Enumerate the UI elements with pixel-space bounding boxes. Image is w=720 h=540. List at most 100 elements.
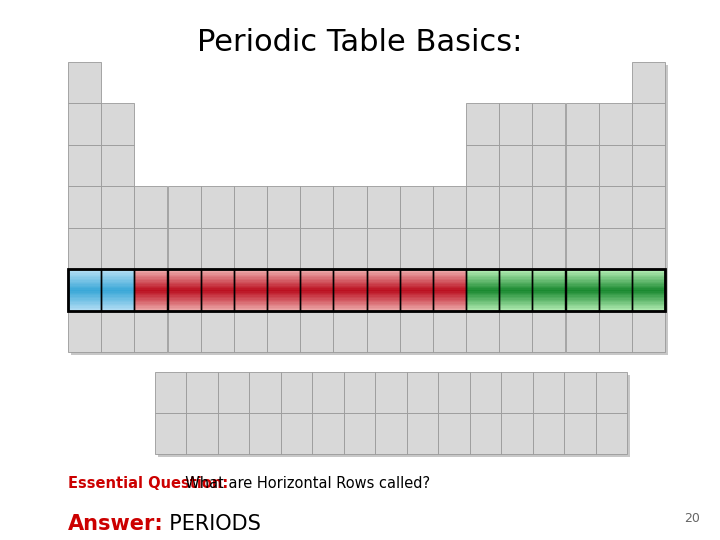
Bar bbox=[532, 272, 565, 273]
Bar bbox=[333, 278, 366, 279]
Bar bbox=[532, 309, 565, 310]
Bar bbox=[632, 293, 665, 294]
Bar bbox=[267, 278, 300, 279]
Bar bbox=[466, 269, 499, 310]
Bar bbox=[366, 294, 400, 295]
Bar bbox=[102, 275, 135, 276]
Bar bbox=[267, 271, 300, 272]
Bar bbox=[499, 285, 532, 286]
Bar bbox=[234, 287, 267, 288]
Bar bbox=[201, 294, 234, 295]
Bar bbox=[466, 306, 499, 308]
Bar bbox=[68, 302, 102, 303]
Bar bbox=[234, 291, 267, 293]
Bar bbox=[333, 302, 366, 303]
Bar bbox=[68, 290, 102, 291]
Bar bbox=[234, 283, 267, 285]
Bar bbox=[68, 276, 102, 278]
Bar bbox=[333, 186, 366, 228]
Bar bbox=[249, 372, 281, 413]
Bar bbox=[102, 286, 135, 287]
Bar bbox=[499, 293, 532, 294]
Bar bbox=[532, 294, 565, 295]
Bar bbox=[375, 372, 407, 413]
Bar bbox=[68, 310, 102, 352]
Bar bbox=[565, 273, 598, 275]
Bar bbox=[312, 413, 344, 454]
Bar bbox=[632, 288, 665, 290]
Bar bbox=[234, 301, 267, 302]
Bar bbox=[201, 305, 234, 306]
Bar bbox=[135, 273, 168, 275]
Bar bbox=[333, 228, 366, 269]
Bar bbox=[400, 269, 433, 271]
Bar bbox=[469, 372, 501, 413]
Bar bbox=[168, 273, 201, 275]
Bar bbox=[565, 295, 598, 297]
Bar bbox=[234, 271, 267, 272]
Bar bbox=[501, 372, 533, 413]
Bar bbox=[234, 302, 267, 303]
Bar bbox=[201, 293, 234, 294]
Bar bbox=[102, 290, 135, 291]
Bar bbox=[565, 290, 598, 291]
Bar bbox=[466, 272, 499, 273]
Bar bbox=[499, 305, 532, 306]
Bar bbox=[155, 413, 186, 454]
Bar bbox=[267, 300, 300, 301]
Bar bbox=[102, 302, 135, 303]
Bar bbox=[433, 228, 466, 269]
Bar bbox=[499, 308, 532, 309]
Bar bbox=[400, 310, 433, 352]
Bar bbox=[532, 295, 565, 297]
Bar bbox=[499, 302, 532, 303]
Bar bbox=[102, 186, 135, 228]
Bar bbox=[201, 300, 234, 301]
Bar bbox=[400, 297, 433, 298]
Bar bbox=[499, 280, 532, 281]
Bar bbox=[300, 285, 333, 286]
Bar bbox=[532, 275, 565, 276]
Bar bbox=[632, 306, 665, 308]
Bar bbox=[598, 280, 632, 281]
Bar bbox=[135, 280, 168, 281]
Bar bbox=[400, 285, 433, 286]
Bar bbox=[234, 300, 267, 301]
Bar bbox=[68, 286, 102, 287]
Bar bbox=[234, 309, 267, 310]
Bar bbox=[102, 303, 135, 305]
Bar bbox=[300, 294, 333, 295]
Bar bbox=[433, 286, 466, 287]
Bar bbox=[433, 291, 466, 293]
Bar bbox=[135, 306, 168, 308]
Bar bbox=[400, 294, 433, 295]
Bar bbox=[267, 273, 300, 275]
Bar bbox=[466, 285, 499, 286]
Bar bbox=[201, 269, 234, 271]
Bar bbox=[300, 280, 333, 281]
Bar bbox=[632, 272, 665, 273]
Bar bbox=[68, 186, 102, 228]
Bar bbox=[564, 372, 595, 413]
Bar bbox=[267, 286, 300, 287]
Bar bbox=[433, 269, 466, 310]
Bar bbox=[267, 295, 300, 297]
Bar bbox=[333, 293, 366, 294]
Bar bbox=[433, 301, 466, 302]
Bar bbox=[632, 287, 665, 288]
Bar bbox=[595, 413, 627, 454]
Bar bbox=[366, 293, 400, 294]
Bar bbox=[234, 273, 267, 275]
Bar bbox=[499, 269, 532, 310]
FancyBboxPatch shape bbox=[158, 375, 630, 457]
Bar bbox=[499, 297, 532, 298]
Bar bbox=[102, 308, 135, 309]
Bar bbox=[267, 310, 300, 352]
Bar bbox=[135, 294, 168, 295]
Bar bbox=[102, 279, 135, 280]
Bar bbox=[598, 271, 632, 272]
Bar bbox=[102, 281, 135, 283]
Bar bbox=[400, 293, 433, 294]
Bar bbox=[155, 372, 627, 454]
Bar bbox=[168, 291, 201, 293]
